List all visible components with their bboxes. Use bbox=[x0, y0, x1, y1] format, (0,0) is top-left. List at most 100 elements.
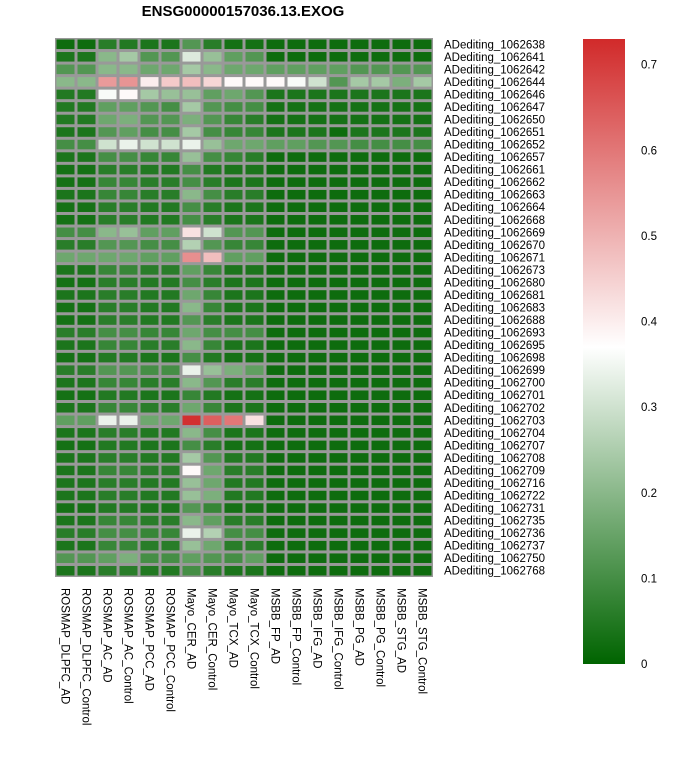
heatmap-cell bbox=[161, 352, 180, 363]
heatmap-cell bbox=[140, 114, 159, 125]
heatmap-cell bbox=[329, 415, 348, 426]
heatmap-cell bbox=[371, 315, 390, 325]
heatmap-cell bbox=[245, 453, 264, 463]
heatmap-cell bbox=[161, 302, 180, 313]
heatmap-cell bbox=[287, 490, 306, 501]
row-label: ADediting_1062642 bbox=[444, 64, 545, 76]
heatmap-cell bbox=[371, 290, 390, 300]
heatmap-cell bbox=[308, 352, 327, 363]
heatmap-cell bbox=[203, 352, 222, 363]
row-label: ADediting_1062638 bbox=[444, 39, 545, 51]
heatmap-cell bbox=[413, 102, 432, 112]
row-label: ADediting_1062680 bbox=[444, 277, 545, 289]
heatmap-cell bbox=[329, 152, 348, 162]
heatmap-cell bbox=[119, 227, 138, 238]
heatmap-cell bbox=[98, 227, 117, 238]
heatmap-cell bbox=[98, 102, 117, 112]
heatmap-cell bbox=[287, 164, 306, 175]
column-label: MSBB_PG_Control bbox=[374, 588, 386, 687]
heatmap-cell bbox=[371, 553, 390, 563]
heatmap-cell bbox=[350, 265, 369, 275]
heatmap-cell bbox=[266, 189, 285, 200]
heatmap-cell bbox=[98, 77, 117, 87]
heatmap-cell bbox=[224, 164, 243, 175]
heatmap-cell bbox=[350, 340, 369, 350]
heatmap-cell bbox=[161, 528, 180, 538]
heatmap-cell bbox=[182, 290, 201, 300]
heatmap-cell bbox=[182, 503, 201, 513]
row-label: ADediting_1062668 bbox=[444, 215, 545, 227]
heatmap-cell bbox=[392, 565, 411, 576]
heatmap-cell bbox=[56, 189, 75, 200]
heatmap-cell bbox=[77, 214, 96, 225]
heatmap-cell bbox=[98, 152, 117, 162]
heatmap-cell bbox=[161, 139, 180, 150]
heatmap-cell bbox=[308, 64, 327, 75]
heatmap-cell bbox=[224, 528, 243, 538]
heatmap-cell bbox=[392, 327, 411, 338]
column-label: MSBB_FP_Control bbox=[290, 588, 302, 685]
heatmap-cell bbox=[392, 403, 411, 413]
legend-tick-label: 0.4 bbox=[641, 317, 658, 329]
heatmap-cell bbox=[371, 453, 390, 463]
heatmap-cell bbox=[266, 377, 285, 388]
column-label: ROSMAP_PCC_Control bbox=[164, 588, 176, 712]
heatmap-cell bbox=[350, 503, 369, 513]
heatmap-cell bbox=[161, 290, 180, 300]
heatmap-cell bbox=[119, 528, 138, 538]
heatmap-cell bbox=[182, 540, 201, 551]
heatmap-cell bbox=[413, 565, 432, 576]
heatmap-cell bbox=[161, 428, 180, 438]
heatmap-cell bbox=[182, 315, 201, 325]
heatmap-cell bbox=[77, 302, 96, 313]
heatmap-cell bbox=[371, 365, 390, 375]
heatmap-cell bbox=[371, 252, 390, 263]
heatmap-cell bbox=[308, 265, 327, 275]
column-label: ROSMAP_DLPFC_Control bbox=[80, 588, 92, 725]
heatmap-cell bbox=[77, 490, 96, 501]
heatmap-cell bbox=[77, 553, 96, 563]
heatmap-cell bbox=[98, 39, 117, 50]
legend-tick-label: 0.7 bbox=[641, 60, 657, 72]
heatmap-cell bbox=[287, 365, 306, 375]
heatmap-cell bbox=[245, 89, 264, 100]
heatmap-cell bbox=[98, 114, 117, 125]
heatmap-cell bbox=[203, 202, 222, 212]
heatmap-cell bbox=[56, 139, 75, 150]
heatmap-cell bbox=[161, 102, 180, 112]
heatmap-cell bbox=[308, 327, 327, 338]
heatmap-cell bbox=[392, 202, 411, 212]
row-label: ADediting_1062693 bbox=[444, 328, 545, 340]
heatmap-cell bbox=[287, 428, 306, 438]
heatmap-cell bbox=[245, 565, 264, 576]
heatmap-cell bbox=[245, 189, 264, 200]
heatmap-cell bbox=[77, 453, 96, 463]
heatmap-cell bbox=[266, 528, 285, 538]
heatmap-cell bbox=[287, 540, 306, 551]
heatmap-cell bbox=[224, 440, 243, 451]
heatmap-cell bbox=[371, 64, 390, 75]
heatmap-cell bbox=[140, 440, 159, 451]
heatmap-cell bbox=[119, 390, 138, 401]
heatmap-cell bbox=[119, 114, 138, 125]
heatmap-cell bbox=[224, 252, 243, 263]
heatmap-cell bbox=[287, 202, 306, 212]
heatmap-cell bbox=[392, 553, 411, 563]
heatmap-cell bbox=[371, 214, 390, 225]
heatmap-cell bbox=[245, 315, 264, 325]
heatmap-cell bbox=[413, 503, 432, 513]
heatmap-cell bbox=[203, 127, 222, 137]
heatmap-cell bbox=[224, 315, 243, 325]
heatmap-cell bbox=[350, 453, 369, 463]
heatmap-cell bbox=[413, 490, 432, 501]
heatmap-cell bbox=[245, 102, 264, 112]
row-label: ADediting_1062662 bbox=[444, 177, 545, 189]
heatmap-cell bbox=[56, 315, 75, 325]
heatmap-cell bbox=[140, 64, 159, 75]
heatmap-cell bbox=[56, 465, 75, 476]
heatmap-cell bbox=[329, 565, 348, 576]
heatmap-cell bbox=[329, 365, 348, 375]
heatmap-cell bbox=[392, 290, 411, 300]
heatmap-cell bbox=[413, 152, 432, 162]
heatmap-cell bbox=[140, 553, 159, 563]
